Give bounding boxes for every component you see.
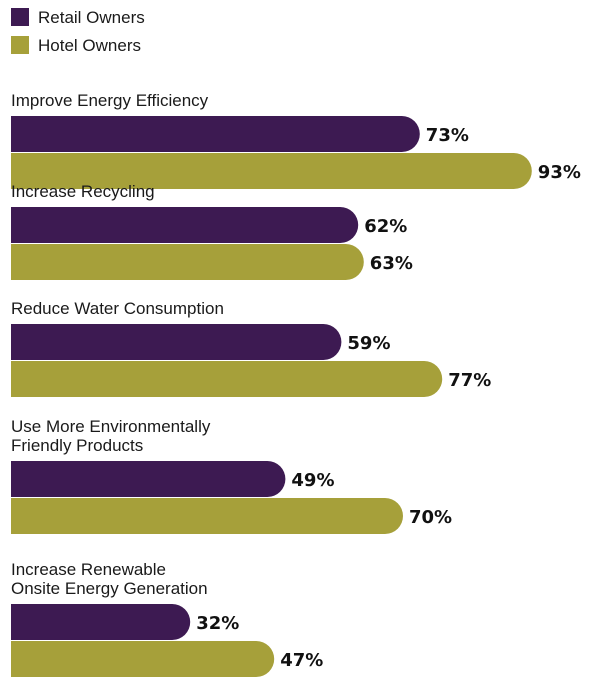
value-label-0-0: 73% <box>426 125 469 146</box>
value-label-0-1: 93% <box>538 162 581 183</box>
category-group-2: Reduce Water Consumption 59% 77% <box>11 299 491 397</box>
bar-2-1 <box>11 361 443 397</box>
bar-4-0 <box>11 604 191 640</box>
bar-1-1 <box>11 244 364 280</box>
category-group-3: Use More Environmentally Friendly Product… <box>11 417 452 534</box>
value-label-3-0: 49% <box>291 470 334 491</box>
value-label-2-1: 77% <box>448 370 491 391</box>
category-group-4: Increase Renewable Onsite Energy Generati… <box>11 560 323 677</box>
legend-label-0: Retail Owners <box>38 8 145 27</box>
value-label-1-0: 62% <box>364 216 407 237</box>
bar-2-0 <box>11 324 342 360</box>
value-label-1-1: 63% <box>370 253 413 274</box>
value-label-4-1: 47% <box>280 650 323 671</box>
legend-swatch-0 <box>11 8 29 26</box>
category-label-4: Increase Renewable Onsite Energy Generati… <box>11 560 208 598</box>
bar-3-0 <box>11 461 286 497</box>
bar-4-1 <box>11 641 275 677</box>
value-label-2-0: 59% <box>347 333 390 354</box>
category-label-2: Reduce Water Consumption <box>11 299 224 318</box>
bar-0-1 <box>11 153 532 189</box>
category-group-1: Increase Recycling 62% 63% <box>11 182 413 280</box>
value-label-4-0: 32% <box>196 613 239 634</box>
bar-1-0 <box>11 207 359 243</box>
category-label-3: Use More Environmentally Friendly Product… <box>11 417 211 455</box>
legend: Retail Owners Hotel Owners <box>11 8 145 55</box>
bar-3-1 <box>11 498 403 534</box>
category-label-1: Increase Recycling <box>11 182 155 201</box>
category-group-0: Improve Energy Efficiency 73% 93% <box>11 91 581 189</box>
bar-0-0 <box>11 116 420 152</box>
value-label-3-1: 70% <box>409 507 452 528</box>
category-label-0: Improve Energy Efficiency <box>11 91 209 110</box>
bar-groups: Improve Energy Efficiency 73% 93% Increase … <box>11 91 581 677</box>
legend-label-1: Hotel Owners <box>38 36 141 55</box>
legend-swatch-1 <box>11 36 29 54</box>
